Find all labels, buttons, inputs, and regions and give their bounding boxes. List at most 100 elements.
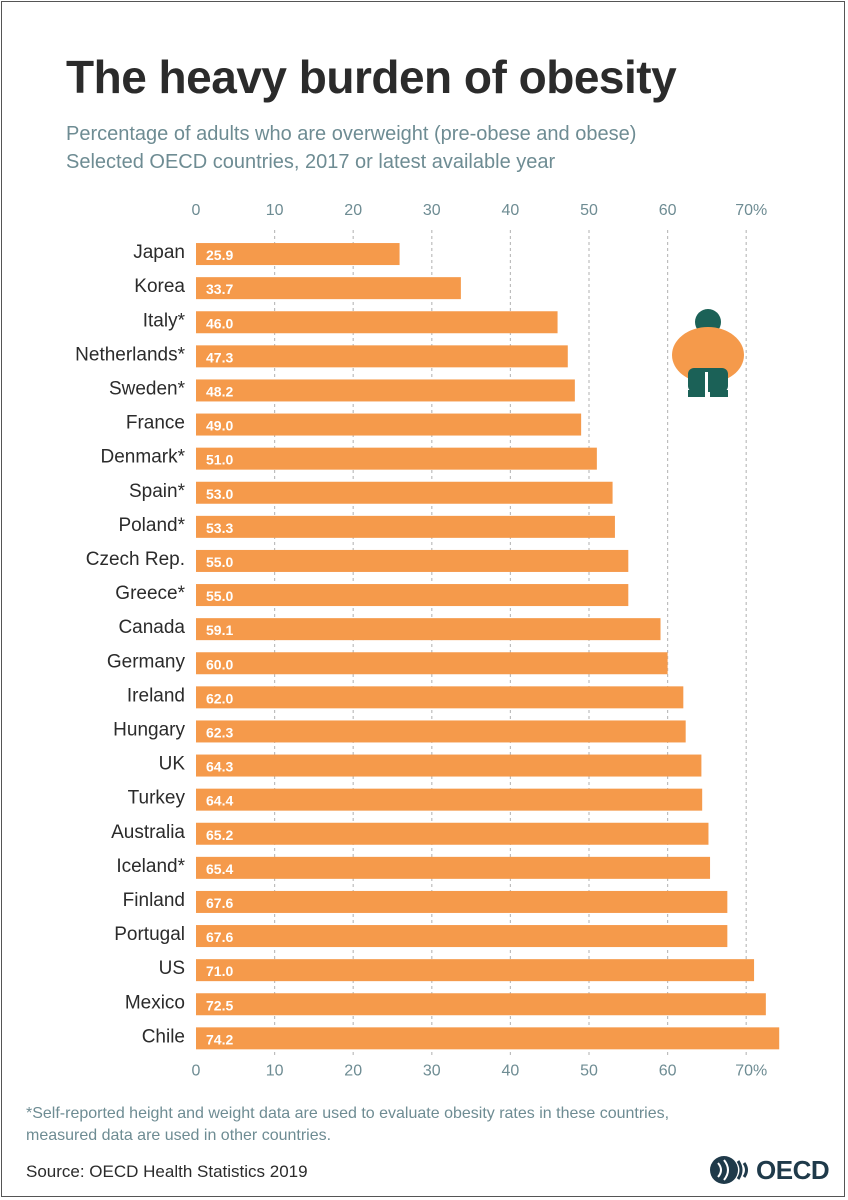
bar bbox=[196, 686, 684, 709]
bar bbox=[196, 925, 728, 948]
bar bbox=[196, 243, 400, 266]
bar bbox=[196, 447, 597, 470]
value-label: 65.2 bbox=[206, 827, 233, 843]
country-label: Hungary bbox=[113, 719, 185, 740]
x-tick-label-top: 60 bbox=[659, 202, 677, 219]
bar bbox=[196, 856, 711, 879]
bar bbox=[196, 1027, 780, 1050]
chart-subtitle-secondary: Selected OECD countries, 2017 or latest … bbox=[66, 151, 556, 173]
value-label: 59.1 bbox=[206, 622, 233, 638]
x-tick-label-bottom: 0 bbox=[192, 1062, 201, 1079]
value-label: 49.0 bbox=[206, 418, 233, 434]
country-label: Greece* bbox=[115, 583, 185, 604]
bar bbox=[196, 413, 582, 436]
bar bbox=[196, 345, 568, 368]
x-tick-label-top: 0 bbox=[192, 202, 201, 219]
country-label: UK bbox=[159, 754, 186, 775]
value-label: 53.0 bbox=[206, 486, 233, 502]
country-label: Poland* bbox=[118, 515, 185, 536]
x-tick-label-bottom: 40 bbox=[502, 1062, 520, 1079]
overweight-person-icon bbox=[672, 309, 744, 397]
bar-chart: 0 0 10 10 20 20 30 30 40 40 50 50 60 60 70% 70% Japan 25.… bbox=[75, 202, 780, 1079]
x-tick-label-bottom: 20 bbox=[344, 1062, 362, 1079]
bar bbox=[196, 618, 661, 641]
x-tick-label-bottom: 30 bbox=[423, 1062, 441, 1079]
value-label: 67.6 bbox=[206, 929, 233, 945]
value-label: 62.3 bbox=[206, 724, 233, 740]
value-label: 33.7 bbox=[206, 281, 233, 297]
value-label: 74.2 bbox=[206, 1031, 233, 1047]
bar bbox=[196, 993, 766, 1016]
country-label: Australia bbox=[111, 822, 185, 843]
country-label: Netherlands* bbox=[75, 344, 185, 365]
value-label: 64.4 bbox=[206, 793, 233, 809]
country-label: Turkey bbox=[128, 788, 186, 809]
value-label: 64.3 bbox=[206, 759, 233, 775]
country-label: Portugal bbox=[114, 924, 185, 945]
country-label: Czech Rep. bbox=[86, 549, 185, 570]
bar bbox=[196, 754, 702, 777]
value-label: 71.0 bbox=[206, 963, 233, 979]
value-label: 72.5 bbox=[206, 997, 233, 1013]
country-label: Mexico bbox=[125, 992, 185, 1013]
value-label: 25.9 bbox=[206, 247, 233, 263]
value-label: 65.4 bbox=[206, 861, 233, 877]
country-label: Italy* bbox=[143, 310, 186, 331]
bar bbox=[196, 890, 728, 913]
footnote: *Self-reported height and weight data ar… bbox=[26, 1103, 836, 1147]
country-label: Japan bbox=[133, 242, 185, 263]
country-label: Denmark* bbox=[101, 447, 186, 468]
value-label: 53.3 bbox=[206, 520, 233, 536]
x-tick-label-top: 10 bbox=[266, 202, 284, 219]
country-label: Finland bbox=[123, 890, 185, 911]
oecd-logo-text: OECD bbox=[756, 1154, 830, 1185]
bar bbox=[196, 311, 558, 334]
country-label: France bbox=[126, 413, 185, 434]
value-label: 55.0 bbox=[206, 588, 233, 604]
chart-title: The heavy burden of obesity bbox=[66, 51, 677, 103]
country-label: Canada bbox=[118, 617, 185, 638]
x-tick-label-top: 70% bbox=[735, 202, 767, 219]
bar bbox=[196, 720, 686, 743]
bar bbox=[196, 822, 709, 845]
bar bbox=[196, 515, 615, 538]
bar bbox=[196, 788, 703, 811]
x-tick-label-top: 20 bbox=[344, 202, 362, 219]
value-label: 62.0 bbox=[206, 690, 233, 706]
bar bbox=[196, 481, 613, 504]
x-tick-label-bottom: 60 bbox=[659, 1062, 677, 1079]
oecd-logo: OECD bbox=[708, 1153, 830, 1187]
bar bbox=[196, 379, 575, 402]
chart-subtitle: Percentage of adults who are overweight … bbox=[66, 123, 637, 145]
value-label: 47.3 bbox=[206, 349, 233, 365]
country-label: Sweden* bbox=[109, 378, 186, 399]
bar bbox=[196, 584, 629, 607]
x-tick-label-bottom: 50 bbox=[580, 1062, 598, 1079]
country-label: Germany bbox=[107, 651, 186, 672]
bar bbox=[196, 652, 668, 675]
country-label: Ireland bbox=[127, 685, 185, 706]
source-note: Source: OECD Health Statistics 2019 bbox=[26, 1162, 308, 1181]
value-label: 46.0 bbox=[206, 315, 233, 331]
value-label: 48.2 bbox=[206, 383, 233, 399]
value-label: 51.0 bbox=[206, 452, 233, 468]
value-label: 67.6 bbox=[206, 895, 233, 911]
country-label: US bbox=[159, 958, 185, 979]
oecd-globe-icon bbox=[710, 1156, 748, 1184]
country-label: Iceland* bbox=[116, 856, 185, 877]
value-label: 60.0 bbox=[206, 656, 233, 672]
bar bbox=[196, 959, 755, 982]
x-tick-label-bottom: 70% bbox=[735, 1062, 767, 1079]
country-label: Korea bbox=[134, 276, 185, 297]
footnote-line: measured data are used in other countrie… bbox=[26, 1127, 332, 1144]
x-tick-label-top: 30 bbox=[423, 202, 441, 219]
x-tick-label-bottom: 10 bbox=[266, 1062, 284, 1079]
bar bbox=[196, 549, 629, 572]
country-label: Spain* bbox=[129, 481, 186, 502]
x-tick-label-top: 50 bbox=[580, 202, 598, 219]
value-label: 55.0 bbox=[206, 554, 233, 570]
country-label: Chile bbox=[142, 1026, 185, 1047]
footnote-line: *Self-reported height and weight data ar… bbox=[26, 1105, 670, 1122]
bar bbox=[196, 277, 461, 300]
